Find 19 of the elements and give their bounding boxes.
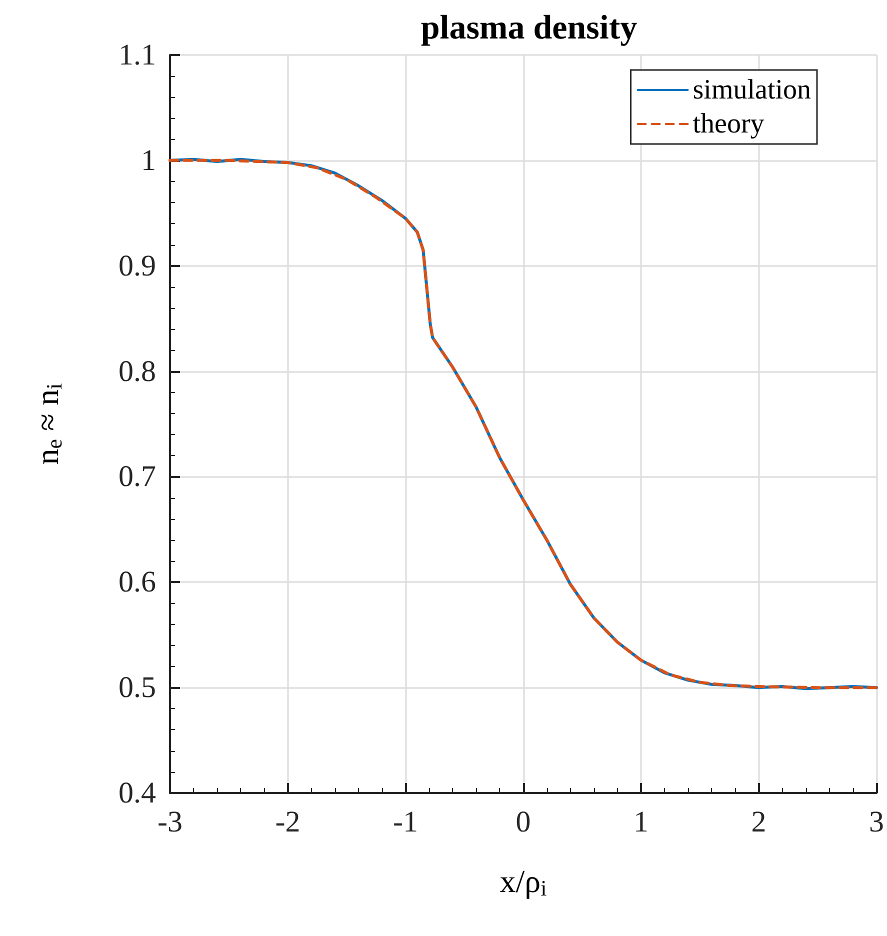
legend-label: theory	[692, 108, 764, 140]
x-tick-label: 3	[869, 806, 884, 838]
y-tick-label: 0.5	[118, 671, 156, 704]
y-tick-label: 0.7	[118, 460, 156, 494]
y-tick-label: 1.1	[118, 38, 156, 72]
x-tick-label: -3	[158, 806, 182, 838]
x-tick-label: 0	[516, 806, 531, 838]
y-tick-label: 0.4	[118, 776, 156, 810]
x-tick-label: 1	[634, 806, 648, 838]
y-tick-label: 0.9	[118, 249, 156, 282]
legend-label: simulation	[692, 74, 812, 106]
x-tick-label: 2	[751, 806, 766, 838]
x-tick-label: -2	[275, 806, 300, 838]
chart-title: plasma density	[420, 10, 638, 46]
y-tick-label: 0.8	[118, 354, 156, 388]
y-tick-label: 0.6	[118, 566, 156, 599]
y-axis-title: ne ≈ ni	[29, 383, 66, 465]
y-tick-label: 1	[141, 144, 156, 177]
x-tick-label: -1	[393, 806, 418, 838]
